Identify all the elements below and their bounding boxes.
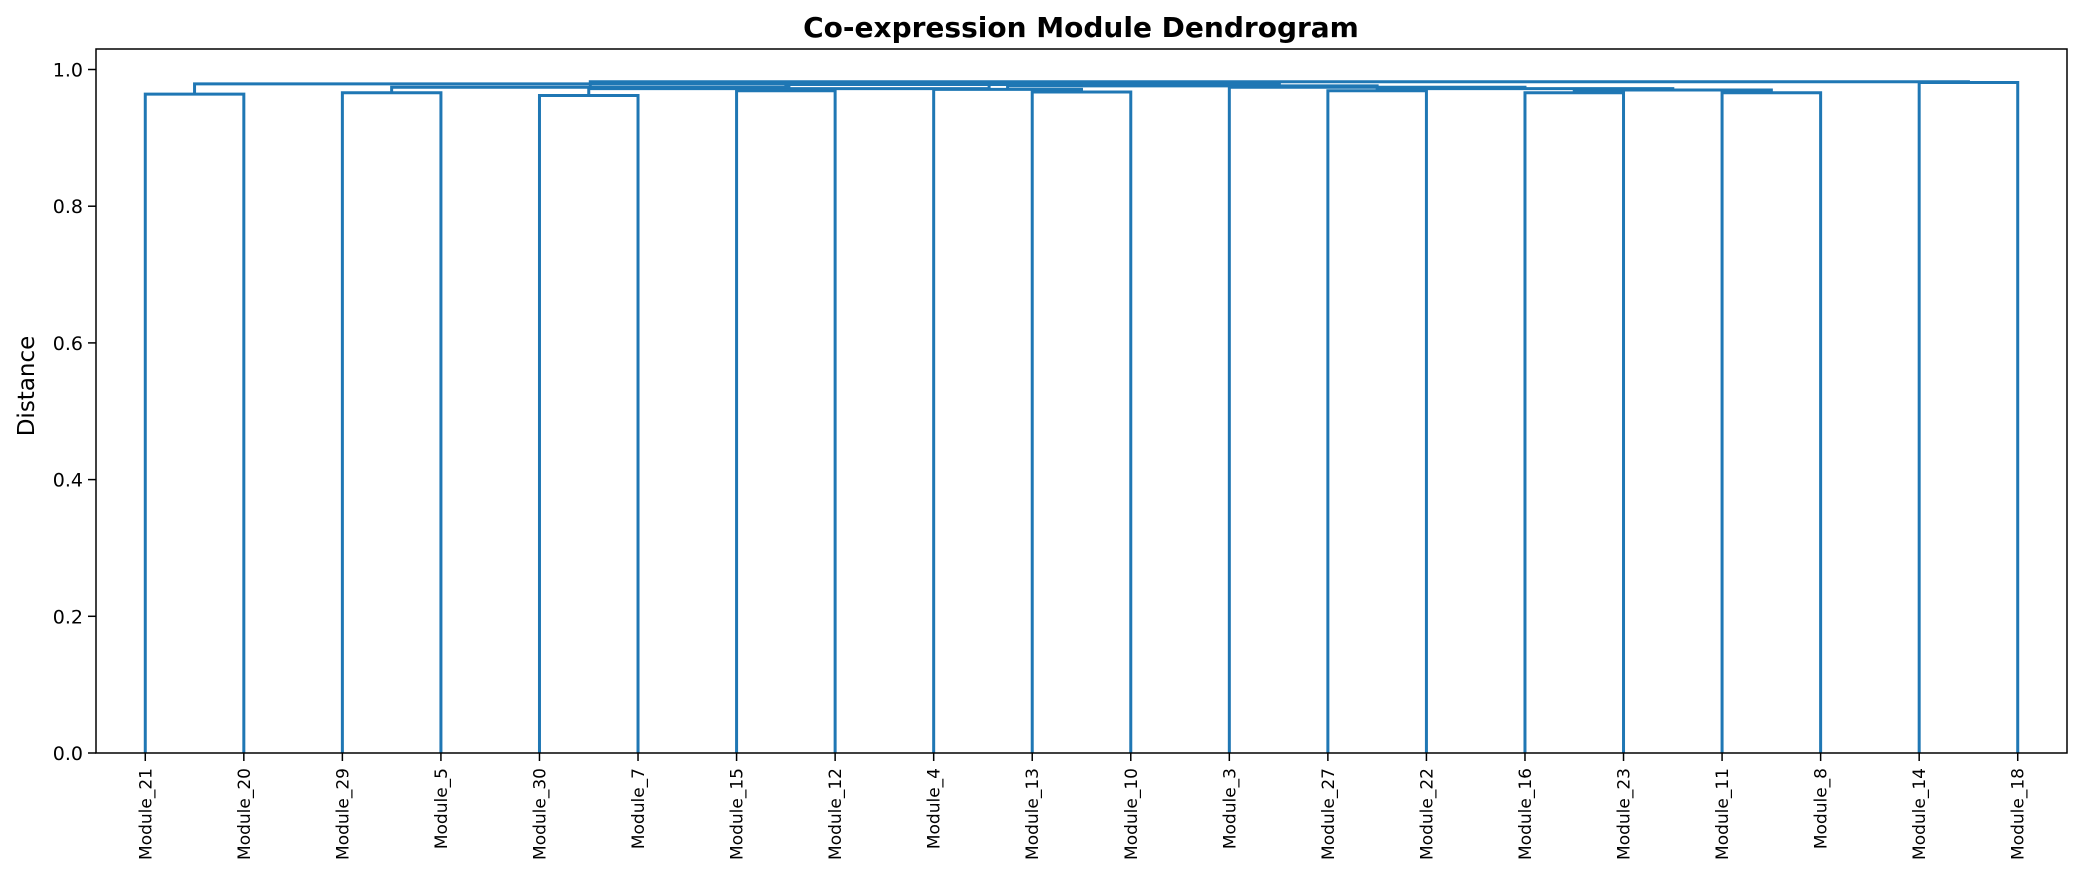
- dendrogram-link: [193, 81, 1281, 95]
- x-tick-label: Module_3: [1220, 768, 1240, 849]
- x-tick-label: Module_29: [333, 768, 353, 860]
- y-tick-label: 0.0: [53, 743, 83, 765]
- x-tick-label: Module_15: [728, 768, 748, 860]
- x-tick-label: Module_7: [629, 768, 649, 849]
- x-axis: Module_21 Module_20 Module_29 Module_5 Modul…: [136, 753, 2029, 860]
- dendrogram-link: [1720, 91, 1823, 753]
- x-tick-label: Module_12: [826, 768, 846, 860]
- x-tick-label: Module_5: [432, 768, 452, 849]
- dendrogram-link: [1523, 91, 1626, 753]
- dendrogram-link: [1326, 89, 1428, 753]
- x-tick-label: Module_20: [235, 768, 255, 860]
- dendrogram-link: [340, 91, 443, 753]
- y-tick-label: 0.6: [53, 333, 83, 355]
- dendrogram-link: [537, 93, 640, 753]
- dendrogram-link: [1030, 90, 1133, 753]
- x-tick-label: Module_18: [2009, 768, 2029, 860]
- x-tick-label: Module_8: [1812, 768, 1832, 849]
- dendrogram-link: [1227, 85, 1527, 753]
- x-tick-label: Module_10: [1122, 768, 1142, 860]
- dendrogram-link: [143, 92, 246, 753]
- chart-title: Co-expression Module Dendrogram: [803, 11, 1359, 44]
- y-tick-label: 1.0: [53, 60, 83, 82]
- x-tick-label: Module_23: [1615, 768, 1635, 860]
- dendrogram-link: [932, 87, 1083, 753]
- x-tick-label: Module_16: [1516, 768, 1536, 860]
- y-axis-label: Distance: [14, 336, 40, 437]
- x-tick-label: Module_13: [1023, 768, 1043, 860]
- x-tick-label: Module_22: [1417, 768, 1437, 860]
- x-tick-label: Module_30: [530, 768, 550, 860]
- dendrogram-link: [1917, 80, 2020, 753]
- dendrogram-links: [143, 80, 2020, 753]
- y-tick-label: 0.4: [53, 470, 83, 492]
- dendrogram-link: [735, 89, 837, 753]
- x-tick-label: Module_21: [136, 768, 156, 860]
- y-tick-label: 0.8: [53, 196, 83, 218]
- plot-frame: [95, 48, 2068, 754]
- x-tick-label: Module_27: [1319, 768, 1339, 860]
- x-tick-label: Module_4: [925, 768, 945, 849]
- x-tick-label: Module_11: [1713, 768, 1733, 860]
- y-axis: 0.0 0.2 0.4 0.6 0.8 1.0: [53, 60, 96, 765]
- x-tick-label: Module_14: [1910, 768, 1930, 860]
- y-tick-label: 0.2: [53, 606, 83, 628]
